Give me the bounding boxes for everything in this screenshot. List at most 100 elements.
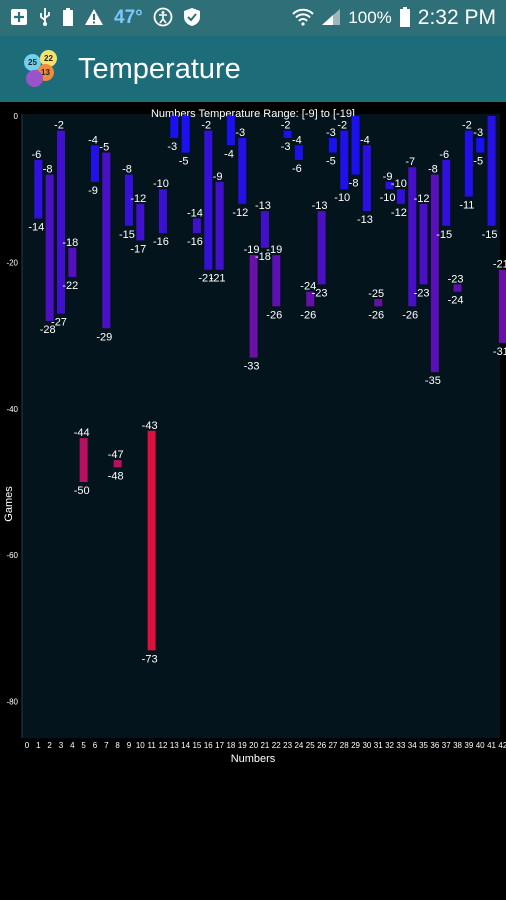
bar [204,130,213,270]
bar-top-label: -12 [414,193,430,205]
x-tick-label: 27 [328,741,337,750]
x-tick-label: 12 [159,741,168,750]
x-tick-label: 31 [374,741,383,750]
bar-bottom-label: -10 [380,192,396,204]
bar-bottom-label: -26 [402,309,418,321]
bar-bottom-label: -28 [40,324,56,336]
x-tick-label: 1 [36,741,41,750]
x-tick-label: 19 [238,741,247,750]
x-tick-label: 3 [59,741,64,750]
chart-svg: Numbers Temperature Range: [-9] to [-19]… [3,108,506,765]
bar [351,116,360,175]
y-axis-label: Games [3,486,15,522]
bar-top-label: -21 [493,259,506,271]
bar-bottom-label: -6 [292,163,302,175]
bar-bottom-label: -31 [493,346,506,358]
bar-top-label: -10 [153,178,169,190]
bar [124,174,133,226]
bar [442,159,451,226]
bar [181,116,190,153]
bar-top-label: -4 [292,134,302,146]
bar-top-label: -7 [405,156,415,168]
x-tick-label: 40 [476,741,485,750]
bar-top-label: -2 [201,120,211,132]
bar-bottom-label: -15 [482,229,498,241]
x-tick-label: 9 [127,741,132,750]
x-tick-label: 25 [306,741,315,750]
bar-bottom-label: -22 [62,280,78,292]
bar-top-label: -19 [244,244,260,256]
x-tick-label: 14 [181,741,190,750]
bar-top-label: -43 [142,420,158,432]
x-ticks: 0 1 2 3 4 5 6 7 8 9 10 11 12 13 14 15 16 17 18 19 20 21 22 23 24… [25,741,506,750]
app-bar: 25 22 13 Temperature [0,36,506,102]
bar [249,255,258,358]
x-axis-label: Numbers [231,753,276,765]
bar [79,438,88,482]
bar-top-label: -2 [462,120,472,132]
bar-bottom-label: -50 [74,485,90,497]
bar-top-label: -18 [62,237,78,249]
bar-bottom-label: -24 [448,295,464,307]
x-tick-label: 6 [93,741,98,750]
bar-top-label: -8 [122,164,132,176]
bar [487,116,496,226]
bar [215,181,224,270]
bar-bottom-label: -18 [255,251,271,263]
bar-top-label: -14 [187,207,203,219]
bar-bottom-label: -14 [28,221,44,233]
x-tick-label: 35 [419,741,428,750]
bar [362,145,371,212]
bar-top-label: -6 [31,149,41,161]
y-tick-label: -20 [6,258,18,267]
accessibility-icon [153,7,173,30]
bar-bottom-label: -21 [210,273,226,285]
bar-bottom-label: -3 [281,141,291,153]
bar [408,167,417,307]
page-title: Temperature [78,52,241,85]
bar-top-label: -3 [235,127,245,139]
x-tick-label: 4 [70,741,75,750]
bar-bottom-label: -13 [357,214,373,226]
bar [238,137,247,204]
status-bar: 47° 100% 2:32 PM [0,0,506,36]
bar-top-label: -12 [130,193,146,205]
usb-icon [38,7,52,30]
temperature-chart: Numbers Temperature Range: [-9] to [-19]… [0,102,506,768]
add-box-icon [10,8,28,29]
bar-top-label: -3 [326,127,336,139]
x-tick-label: 22 [272,741,281,750]
y-tick-label: 0 [14,112,19,121]
x-tick-label: 23 [283,741,292,750]
x-tick-label: 10 [136,741,145,750]
bar [113,460,122,468]
bar [34,159,43,219]
x-tick-label: 33 [396,741,405,750]
bar-bottom-label: -23 [312,287,328,299]
x-tick-label: 18 [226,741,235,750]
bar-bottom-label: -12 [232,207,248,219]
battery-icon [399,6,411,31]
x-tick-label: 32 [385,741,394,750]
bar-top-label: -5 [99,142,109,154]
bar-top-label: -4 [360,134,370,146]
bar [396,189,405,204]
weather-temperature: 47° [114,7,143,28]
bar-bottom-label: -8 [349,178,359,190]
bar [226,116,235,146]
bar-bottom-label: -3 [167,141,177,153]
x-tick-label: 36 [430,741,439,750]
bar-top-label: -3 [473,127,483,139]
bar [56,130,65,314]
signal-icon [321,8,341,29]
bar [476,137,485,153]
clock: 2:32 PM [417,6,496,29]
app-logo-icon[interactable]: 25 22 13 [22,50,60,88]
bar-top-label: -6 [439,149,449,161]
bar [328,137,337,153]
bar [158,189,167,234]
x-tick-label: 5 [81,741,86,750]
x-tick-label: 7 [104,741,109,750]
x-tick-label: 38 [453,741,462,750]
bar-top-label: -44 [74,427,90,439]
